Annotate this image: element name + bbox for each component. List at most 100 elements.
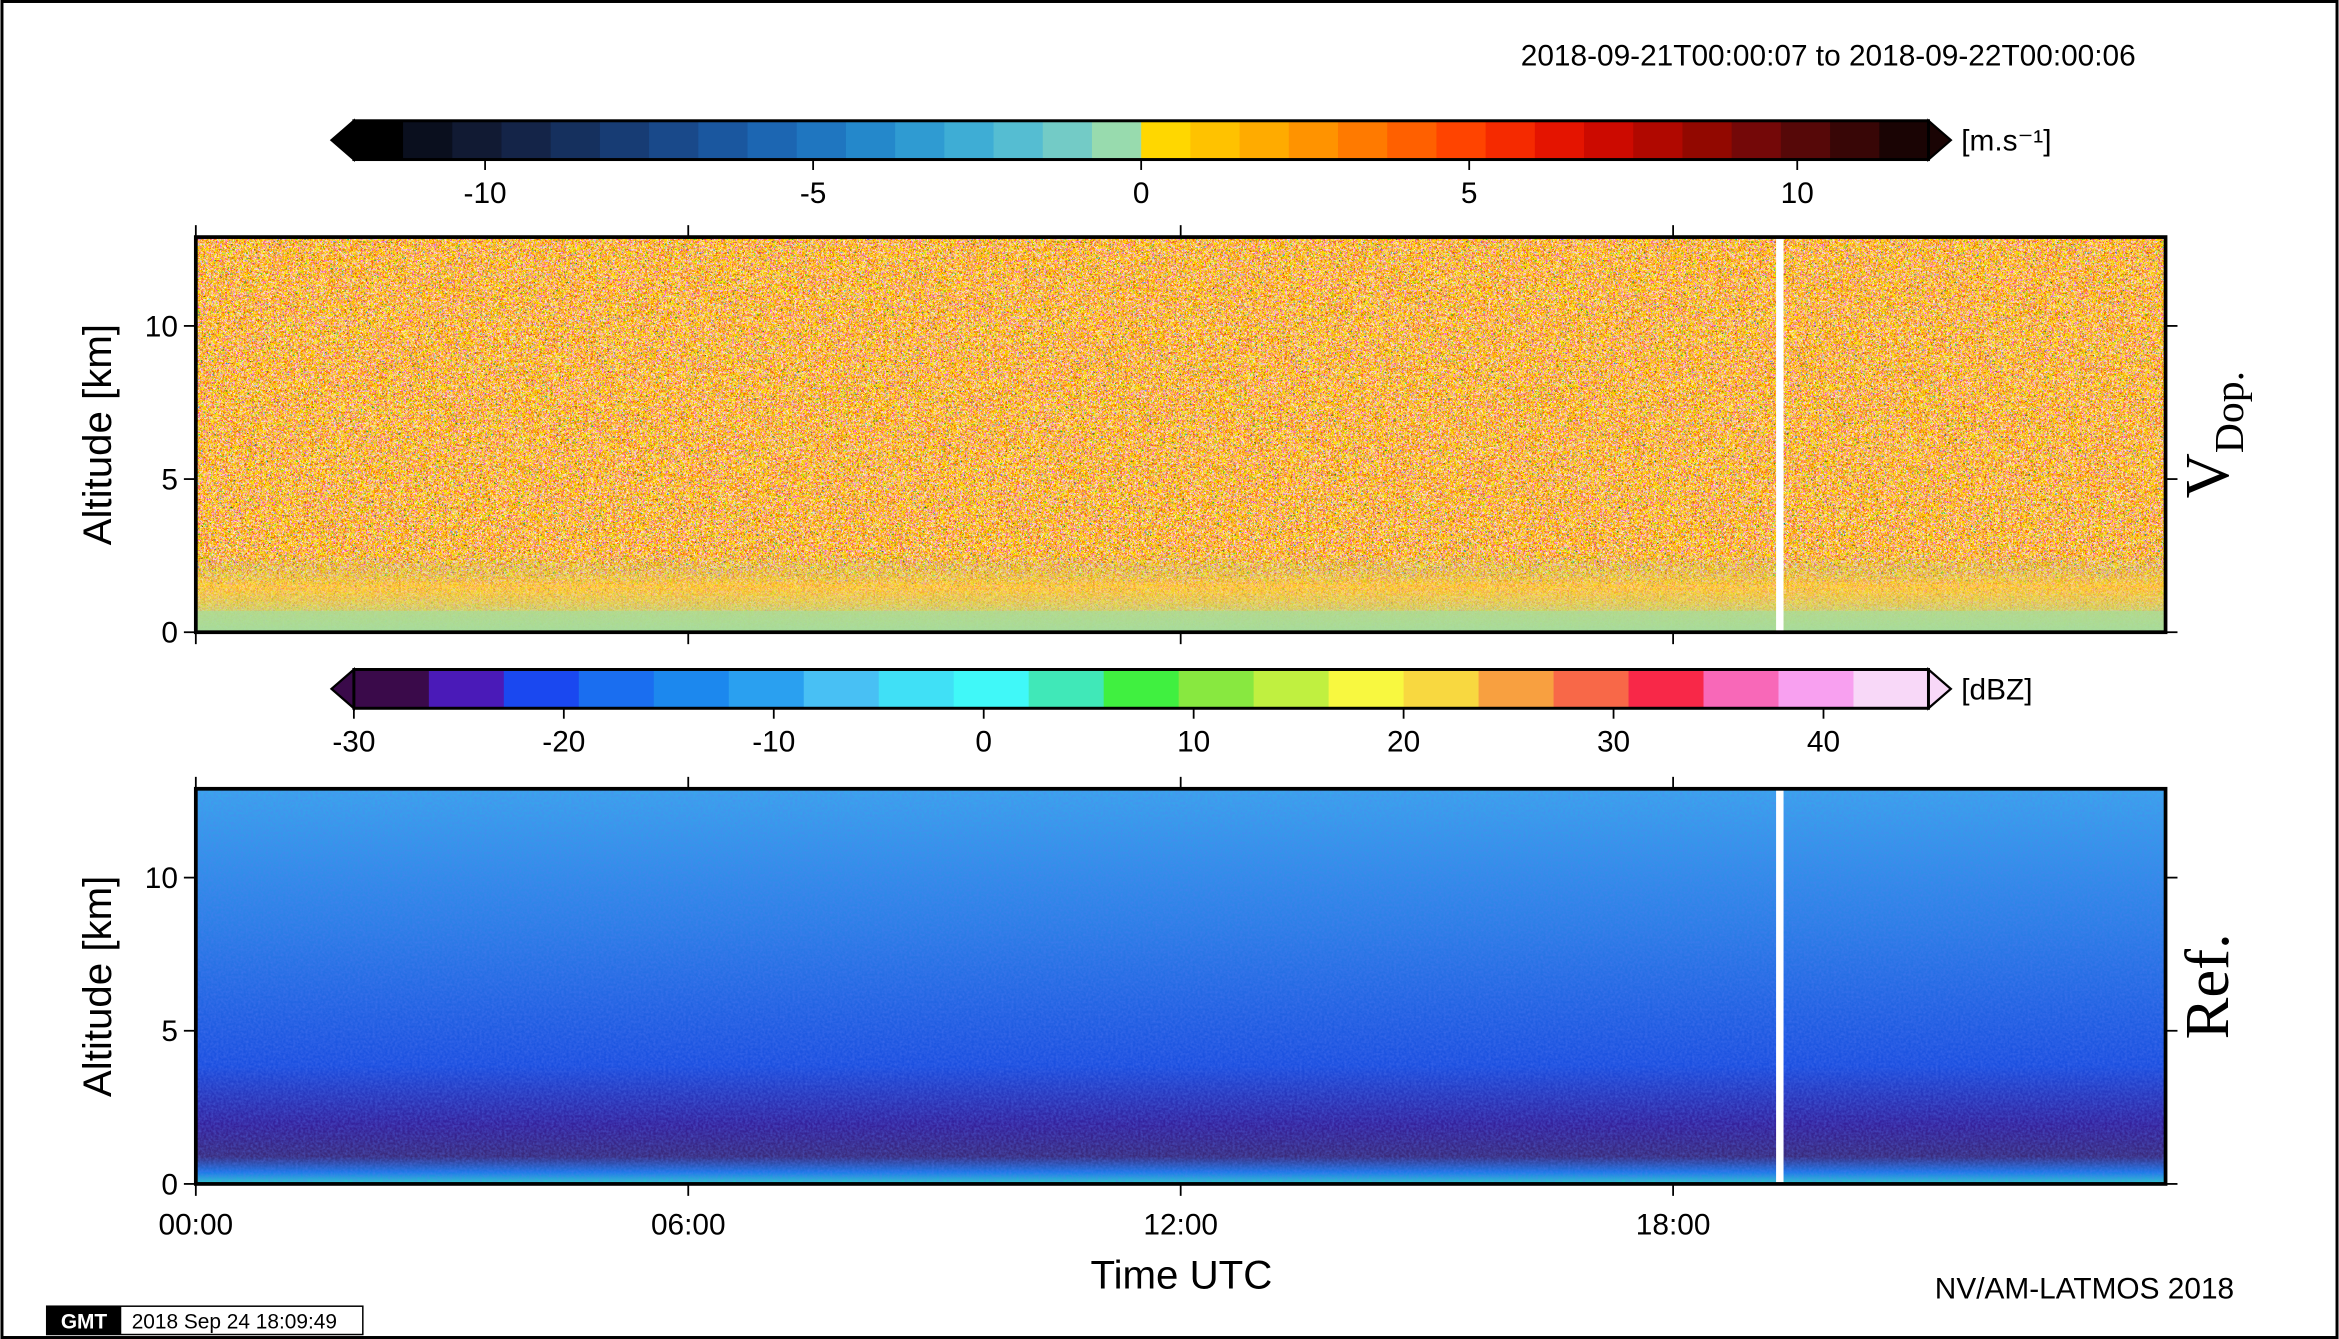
- colorbar-segment: [1731, 120, 1782, 160]
- colorbar-segment: [649, 120, 700, 160]
- colorbar-segment: [1780, 120, 1831, 160]
- chart-title: 2018-09-21T00:00:07 to 2018-09-22T00:00:…: [1521, 40, 2136, 73]
- colorbar-tick-label: 5: [1461, 177, 1478, 210]
- colorbar-segment: [353, 120, 404, 160]
- credit: NV/AM-LATMOS 2018: [1935, 1273, 2234, 1306]
- colorbar-segment: [1553, 669, 1630, 709]
- panel-label-sub: Dop.: [2207, 371, 2253, 453]
- colorbar-tick-label: 20: [1387, 726, 1420, 759]
- colorbar-tick-label: 0: [1133, 177, 1150, 210]
- colorbar-tick-label: -5: [800, 177, 827, 210]
- colorbar-segment: [944, 120, 995, 160]
- colorbar-segment: [1387, 120, 1438, 160]
- colorbar-segment: [747, 120, 798, 160]
- panel-label-main: V: [2172, 453, 2242, 498]
- colorbar-segment: [1141, 120, 1192, 160]
- colorbar-segment: [653, 669, 730, 709]
- y-axis-label: Altitude [km]: [75, 876, 120, 1097]
- colorbar-segment: [599, 120, 650, 160]
- colorbar-segment: [1584, 120, 1634, 160]
- colorbar-tick-label: 0: [975, 726, 992, 759]
- colorbar-frame: [352, 668, 1930, 710]
- colorbar-segment: [1178, 669, 1255, 709]
- colorbar-tick-label: -10: [464, 177, 507, 210]
- colorbar-segment: [353, 669, 430, 709]
- colorbar-tick-label: 10: [1177, 726, 1210, 759]
- colorbar-segment: [503, 669, 580, 709]
- colorbar-tick-label: -20: [542, 726, 585, 759]
- colorbar-segment: [895, 120, 946, 160]
- y-tick-label: 0: [161, 617, 178, 650]
- colorbar-segment: [1190, 120, 1241, 160]
- colorbar-segment: [1633, 120, 1684, 160]
- logo: GMT: [61, 1311, 108, 1334]
- colorbar-tick-label: 30: [1597, 726, 1630, 759]
- colorbar-segment: [1328, 669, 1405, 709]
- y-axis-label: Altitude [km]: [75, 324, 120, 545]
- colorbar-segment: [1830, 120, 1881, 160]
- logo-box: [46, 1306, 122, 1335]
- colorbar-segment: [803, 669, 880, 709]
- y-tick-label: 5: [161, 1015, 178, 1048]
- colorbar-segment: [1337, 120, 1388, 160]
- y-tick-label: 5: [161, 464, 178, 497]
- timestamp: 2018 Sep 24 18:09:49: [132, 1311, 337, 1334]
- colorbar-segment: [1628, 669, 1705, 709]
- colorbar-tick-label: 40: [1807, 726, 1840, 759]
- colorbar-segment: [452, 120, 503, 160]
- colorbar-segment: [1103, 669, 1180, 709]
- colorbar-segment: [403, 120, 454, 160]
- x-tick-label: 00:00: [159, 1209, 234, 1242]
- data-gap: [1776, 237, 1784, 633]
- colorbar-arrow-low: [329, 118, 355, 162]
- colorbar-tick-label: 10: [1781, 177, 1814, 210]
- panel-label: VDop.: [2172, 371, 2253, 499]
- y-tick-label: 10: [145, 862, 178, 895]
- colorbar-segment: [578, 669, 655, 709]
- colorbar-segment: [1288, 120, 1339, 160]
- heatmap-noise: [195, 788, 2166, 1184]
- data-gap: [1776, 788, 1784, 1184]
- colorbar-segment: [796, 120, 847, 160]
- colorbar-segment: [1436, 120, 1487, 160]
- colorbar-unit: [m.s⁻¹]: [1961, 125, 2051, 158]
- colorbar-segment: [728, 669, 805, 709]
- colorbar-segment: [1239, 120, 1290, 160]
- y-tick-label: 0: [161, 1168, 178, 1201]
- x-tick-label: 18:00: [1636, 1209, 1711, 1242]
- colorbar-segment: [1778, 669, 1855, 709]
- colorbar-arrow-high: [1927, 118, 1953, 162]
- panel-label: Ref.: [2172, 933, 2242, 1039]
- colorbar-segment: [1042, 120, 1093, 160]
- colorbar-tick-label: -30: [332, 726, 375, 759]
- colorbar-segment: [501, 120, 552, 160]
- panel-label-main: Ref.: [2172, 933, 2242, 1039]
- colorbar-segment: [1485, 120, 1536, 160]
- colorbar-segment: [1879, 120, 1930, 160]
- colorbar-segment: [878, 669, 955, 709]
- colorbar-segment: [1853, 669, 1930, 709]
- x-tick-label: 06:00: [651, 1209, 726, 1242]
- colorbar-arrow-low: [329, 667, 355, 711]
- colorbar-tick-label: -10: [752, 726, 795, 759]
- colorbar-segment: [1091, 120, 1142, 160]
- colorbar-arrow-high: [1927, 667, 1953, 711]
- colorbar-segment: [1682, 120, 1733, 160]
- colorbar-segment: [1478, 669, 1555, 709]
- heatmap-surface: [195, 610, 2166, 633]
- colorbar-segment: [1703, 669, 1780, 709]
- x-axis-label: Time UTC: [1090, 1252, 1272, 1297]
- colorbar-segment: [1403, 669, 1480, 709]
- colorbar-segment: [953, 669, 1030, 709]
- colorbar-segment: [1534, 120, 1585, 160]
- colorbar-unit: [dBZ]: [1961, 673, 2032, 706]
- colorbar-segment: [698, 120, 749, 160]
- y-tick-label: 10: [145, 310, 178, 343]
- x-tick-label: 12:00: [1143, 1209, 1218, 1242]
- colorbar-segment: [845, 120, 896, 160]
- colorbar-segment: [993, 120, 1044, 160]
- colorbar-segment: [1253, 669, 1330, 709]
